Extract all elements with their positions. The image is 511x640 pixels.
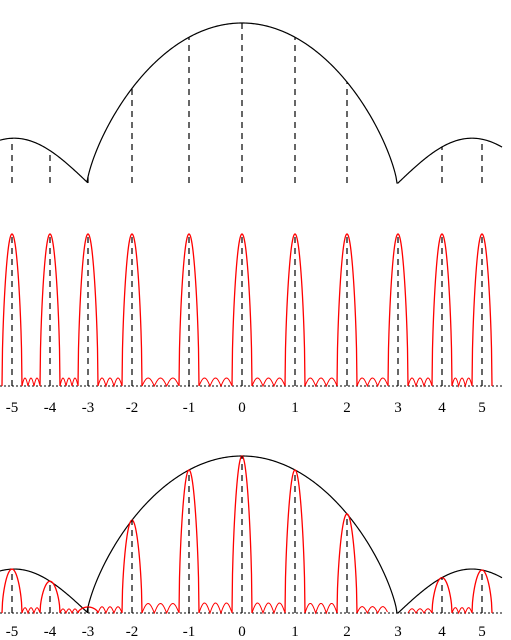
fringe-peak (336, 233, 358, 387)
secondary-ripple (451, 607, 473, 615)
tick-label: -1 (183, 624, 196, 640)
envelope-curve (0, 455, 503, 614)
fringe-peak (1, 233, 23, 387)
tick-label: 1 (291, 624, 299, 640)
secondary-ripple (198, 602, 232, 615)
middle-panel-fringes: -5 -4 -3 -2 -1 0 1 2 3 4 5 (0, 233, 502, 416)
tick-label: -1 (183, 400, 196, 416)
tick-label: 1 (291, 400, 299, 416)
tick-label: 4 (438, 400, 446, 416)
top-panel-envelope (0, 22, 503, 184)
tick-label: 3 (394, 400, 402, 416)
fringe-peak (77, 233, 99, 387)
tick-label: 0 (238, 624, 246, 640)
envelope-curve (0, 22, 503, 184)
fringe-peak (39, 580, 61, 614)
fringe-peak (77, 606, 99, 614)
secondary-ripple (21, 377, 41, 387)
secondary-ripple (304, 602, 338, 615)
tick-label: 3 (394, 624, 402, 640)
fringe-peak (387, 233, 409, 387)
fringe-peak (1, 568, 23, 614)
tick-label: 5 (478, 400, 486, 416)
tick-label: 0 (238, 400, 246, 416)
secondary-ripple (251, 377, 285, 388)
fringe-peak (121, 233, 143, 387)
secondary-ripple (97, 606, 123, 615)
tick-label: 4 (438, 624, 446, 640)
fringe-peak (431, 233, 453, 387)
fringe-peak (39, 233, 61, 387)
secondary-ripple (407, 608, 433, 614)
secondary-ripple (356, 606, 388, 615)
secondary-ripple (407, 377, 433, 388)
secondary-ripple (198, 377, 232, 388)
tick-label: -2 (126, 624, 139, 640)
fringe-peak (471, 233, 493, 387)
fringe-peak (231, 233, 253, 387)
tick-label: 5 (478, 624, 486, 640)
secondary-ripple (59, 608, 79, 615)
tick-label: 2 (343, 624, 351, 640)
secondary-ripple (356, 377, 388, 388)
secondary-ripple (251, 602, 285, 615)
bottom-panel-modulated-fringes: -5 -4 -3 -2 -1 0 1 2 3 4 5 (0, 455, 503, 640)
fringe-peak (178, 233, 200, 387)
tick-label: -5 (6, 624, 19, 640)
secondary-ripple (141, 603, 180, 615)
tick-label: -4 (44, 400, 57, 416)
tick-label: 2 (343, 400, 351, 416)
secondary-ripple (141, 377, 180, 388)
tick-label: -2 (126, 400, 139, 416)
secondary-ripple (451, 377, 473, 388)
tick-label: -3 (82, 624, 95, 640)
tick-label: -3 (82, 400, 95, 416)
secondary-ripple (59, 377, 79, 387)
tick-label: -5 (6, 400, 19, 416)
tick-label: -4 (44, 624, 57, 640)
secondary-ripple (97, 377, 123, 388)
secondary-ripple (21, 607, 41, 615)
secondary-ripple (304, 377, 338, 388)
fringe-peak (284, 233, 306, 387)
fringe-peak (471, 569, 493, 614)
